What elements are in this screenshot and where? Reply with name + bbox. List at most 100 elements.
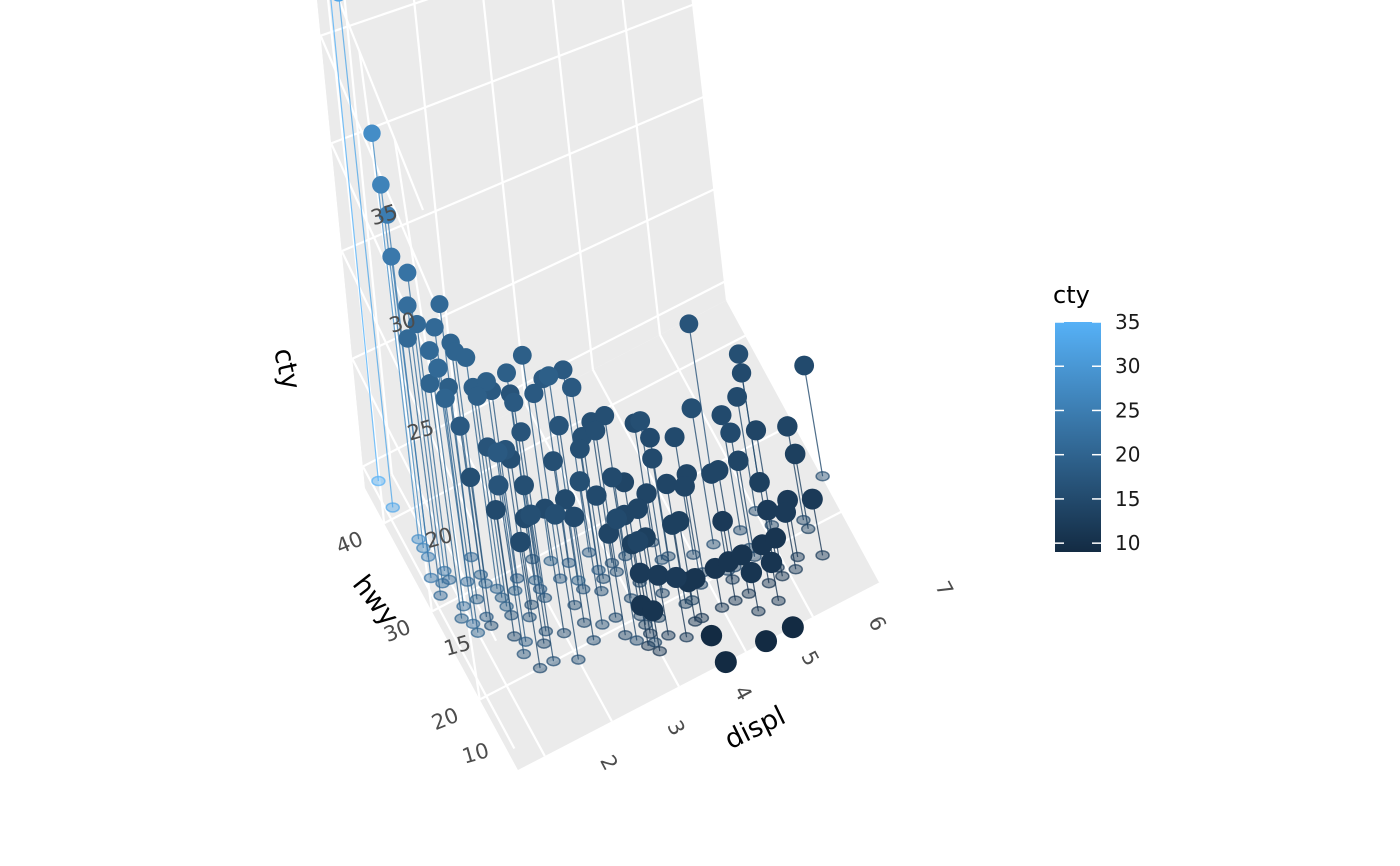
data-point	[430, 295, 449, 314]
legend-label: 35	[1115, 310, 1140, 334]
drop-line	[554, 514, 579, 660]
shadow-marker	[652, 645, 668, 657]
drop-line	[581, 436, 604, 579]
data-point	[510, 531, 531, 553]
drop-line	[611, 477, 632, 599]
data-point	[712, 510, 733, 532]
data-point	[674, 476, 695, 497]
data-point	[562, 377, 582, 398]
data-point	[378, 206, 397, 224]
data-point	[757, 499, 778, 521]
data-point	[707, 460, 729, 481]
shadow-marker	[479, 611, 494, 623]
data-point	[601, 467, 623, 488]
drop-line	[469, 477, 492, 626]
data-point	[728, 344, 749, 364]
shadow-marker	[638, 619, 653, 631]
shadow-marker	[546, 655, 561, 667]
shadow-marker	[532, 662, 548, 674]
drop-line	[428, 350, 465, 607]
data-point	[460, 467, 481, 488]
drop-line	[579, 481, 603, 625]
shadow-marker	[608, 612, 623, 623]
drop-line	[338, 0, 394, 508]
data-point	[435, 388, 455, 408]
drop-line	[688, 323, 713, 478]
data-point	[363, 124, 381, 142]
drop-line	[594, 430, 618, 572]
shadow-marker	[507, 585, 523, 596]
data-point	[679, 314, 699, 334]
data-point	[606, 508, 628, 530]
drop-line	[530, 514, 555, 662]
data-point	[524, 383, 544, 404]
shadow-marker	[456, 601, 471, 612]
shadow-marker	[581, 547, 597, 558]
shadow-marker	[494, 592, 510, 603]
drop-line	[548, 375, 580, 581]
shadow-marker	[594, 585, 609, 597]
shadow-marker	[725, 574, 740, 585]
shadow-marker	[416, 542, 431, 554]
x-tick-label: 6	[863, 612, 890, 635]
drop-line	[616, 518, 638, 641]
shadow-marker	[561, 557, 577, 569]
shadow-marker	[815, 550, 830, 561]
grid-line-z	[337, 0, 425, 211]
data-point	[450, 416, 470, 436]
shadow-marker	[679, 632, 694, 643]
legend-colorbar	[1055, 322, 1101, 552]
data-point	[745, 420, 767, 441]
data-point	[727, 386, 748, 407]
data-point	[497, 363, 517, 383]
shadow-marker	[465, 618, 481, 630]
shadow-marker	[433, 590, 448, 601]
shadow-marker	[685, 595, 700, 606]
data-point	[740, 561, 763, 584]
shadow-marker	[470, 627, 486, 638]
x-tick-label: 3	[662, 716, 689, 739]
shadow-marker	[733, 525, 748, 536]
floor-shadows	[371, 471, 830, 674]
drop-line	[371, 133, 420, 540]
drop-line	[736, 396, 757, 512]
shadow-marker	[618, 629, 633, 641]
data-point	[775, 501, 797, 523]
data-point	[520, 504, 541, 526]
shadow-marker	[420, 551, 436, 563]
data-point	[794, 355, 815, 376]
data-point	[382, 247, 401, 266]
shadow-marker	[507, 631, 522, 642]
shadow-marker	[604, 557, 620, 569]
shadow-marker	[591, 564, 606, 576]
shadow-marker	[423, 572, 439, 584]
shadow-marker	[532, 583, 548, 595]
data-point	[488, 475, 509, 496]
data-point	[586, 485, 607, 506]
y-tick-label: 20	[428, 703, 462, 735]
grid-line-x	[621, 0, 662, 335]
shadow-marker	[524, 599, 539, 611]
legend-label: 20	[1115, 443, 1140, 467]
data-point	[487, 442, 508, 463]
data-point	[485, 500, 506, 520]
shadow-marker	[714, 602, 730, 613]
data-point	[569, 471, 590, 492]
shadow-marker	[761, 577, 777, 589]
shadow-marker	[522, 611, 537, 623]
grid-line-x	[343, 0, 393, 475]
data-point	[627, 531, 649, 553]
data-point	[333, 0, 344, 2]
drop-line	[786, 426, 805, 521]
shadow-marker	[655, 587, 670, 599]
z-tick-label: 10	[459, 738, 491, 768]
legend-label: 25	[1115, 398, 1140, 422]
data-point	[372, 176, 390, 194]
data-point	[398, 263, 417, 282]
drop-line	[380, 184, 424, 549]
data-point	[629, 562, 651, 584]
shadow-marker	[586, 635, 601, 646]
shadow-marker	[575, 584, 591, 595]
shadow-marker	[595, 619, 610, 630]
shadow-marker	[647, 637, 663, 648]
